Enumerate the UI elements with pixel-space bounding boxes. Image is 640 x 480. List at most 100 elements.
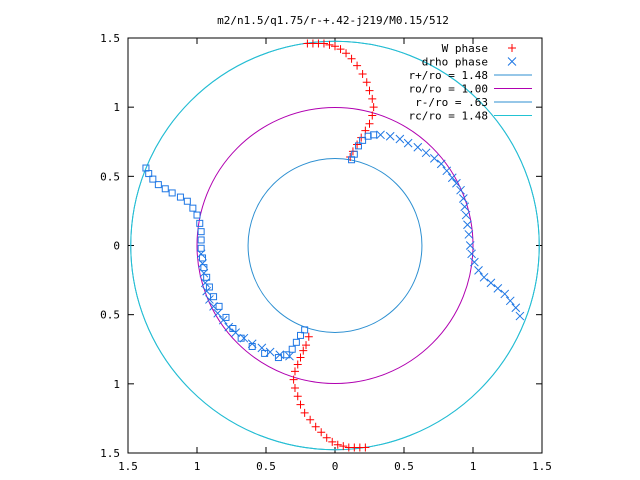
point-square <box>301 326 309 334</box>
point-plus <box>336 45 345 54</box>
point-cross <box>500 289 510 299</box>
legend-label: r-/ro = .63 <box>415 96 488 109</box>
point-plus <box>293 360 302 369</box>
point-square <box>183 197 191 205</box>
point-square <box>210 293 218 301</box>
x-tick-label: 1 <box>194 460 201 473</box>
point-square <box>292 338 300 346</box>
y-tick-label: 1.5 <box>100 447 120 460</box>
point-plus <box>365 86 374 95</box>
x-tick-label: 1 <box>470 460 477 473</box>
point-square <box>274 354 282 362</box>
point-plus <box>289 375 298 384</box>
point-plus <box>290 367 299 376</box>
point-square <box>196 219 204 227</box>
point-cross <box>456 185 465 195</box>
point-square <box>288 345 296 353</box>
point-plus <box>304 332 313 341</box>
point-cross <box>465 241 475 250</box>
x-tick-label: 1.5 <box>532 460 552 473</box>
legend-label: r+/ro = 1.48 <box>409 69 488 82</box>
point-plus <box>319 39 328 48</box>
point-plus <box>339 442 348 451</box>
point-plus <box>296 353 305 362</box>
point-square <box>145 170 153 178</box>
point-square <box>229 325 237 332</box>
point-plus <box>302 341 311 350</box>
point-square <box>161 185 169 193</box>
point-square <box>199 254 207 262</box>
point-plus <box>362 78 371 87</box>
point-plus <box>300 408 309 417</box>
point-cross <box>385 131 395 141</box>
x-tick-label: 0 <box>332 460 339 473</box>
point-cross <box>460 202 470 212</box>
legend-label: ro/ro = 1.00 <box>409 83 488 96</box>
point-square <box>149 175 157 183</box>
point-plus <box>353 61 362 70</box>
point-square <box>197 236 205 244</box>
point-cross <box>463 220 472 230</box>
point-plus <box>344 443 353 452</box>
point-plus <box>347 54 356 63</box>
point-plus <box>306 415 315 424</box>
point-cross <box>421 148 431 158</box>
point-cross <box>505 296 515 306</box>
point-square <box>197 228 205 236</box>
point-plus <box>325 40 334 49</box>
point-plus <box>293 392 302 401</box>
point-square <box>350 150 358 158</box>
point-cross <box>511 303 521 313</box>
point-cross <box>467 249 476 259</box>
point-plus <box>317 428 326 437</box>
point-plus <box>369 103 378 112</box>
point-cross <box>413 142 423 152</box>
point-square <box>215 302 223 310</box>
point-plus <box>508 44 516 52</box>
point-square <box>197 244 205 252</box>
point-square <box>200 264 208 272</box>
point-plus <box>322 433 331 442</box>
point-cross <box>452 178 461 188</box>
point-plus <box>311 422 320 431</box>
chart-title: m2/n1.5/q1.75/r-+.42-j219/M0.15/512 <box>217 14 449 27</box>
x-tick-label: 1.5 <box>118 460 138 473</box>
point-plus <box>342 49 351 58</box>
point-plus <box>368 111 377 120</box>
point-plus <box>299 346 308 355</box>
point-plus <box>290 383 299 392</box>
point-cross <box>474 266 483 275</box>
point-plus <box>328 437 337 446</box>
point-square <box>297 331 304 339</box>
y-tick-label: 1.5 <box>100 32 120 45</box>
point-square <box>283 351 291 359</box>
radius-circle <box>196 107 474 384</box>
y-tick-label: 1 <box>113 101 120 114</box>
point-cross <box>213 308 223 318</box>
y-tick-label: 0 <box>113 240 120 253</box>
point-cross <box>442 166 452 176</box>
point-cross <box>403 138 413 148</box>
point-plus <box>331 42 339 51</box>
data-points <box>142 39 525 452</box>
radius-circles <box>130 40 540 451</box>
point-square <box>168 189 176 197</box>
point-cross <box>395 134 405 144</box>
point-cross <box>202 286 212 296</box>
point-cross <box>205 295 214 304</box>
point-cross <box>430 153 439 163</box>
point-plus <box>368 94 377 103</box>
point-square <box>205 283 213 291</box>
point-square <box>176 193 184 201</box>
x-tick-label: 0.5 <box>394 460 414 473</box>
point-cross <box>464 230 474 239</box>
point-square <box>359 136 367 144</box>
point-square <box>261 349 269 357</box>
point-square <box>237 334 245 342</box>
legend-label: W phase <box>442 42 488 55</box>
point-cross <box>515 311 525 321</box>
point-square <box>354 142 362 150</box>
point-square <box>154 181 162 189</box>
point-cross <box>507 57 517 66</box>
